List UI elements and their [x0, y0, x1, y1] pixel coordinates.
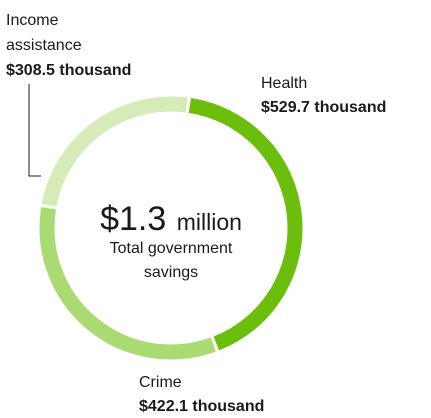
slice-health [188, 98, 303, 351]
center-caption-line2: savings [144, 264, 198, 281]
center-unit: million [177, 209, 242, 235]
donut-slices [39, 96, 303, 360]
income-leader-line [28, 84, 41, 177]
income-label-line2: assistance [6, 37, 82, 54]
center-total: $1.3 million [100, 200, 242, 238]
income-value-label: $308.5 thousand [6, 62, 131, 79]
center-amount: $1.3 [100, 200, 166, 238]
crime-value-label: $422.1 thousand [139, 398, 264, 415]
center-caption-line1: Total government [110, 240, 233, 257]
income-label-line1: Income [6, 12, 59, 29]
crime-label: Crime [139, 374, 182, 391]
health-label: Health [261, 75, 307, 92]
health-value-label: $529.7 thousand [261, 99, 386, 116]
slice-income [41, 96, 188, 207]
slice-crime [39, 207, 216, 360]
